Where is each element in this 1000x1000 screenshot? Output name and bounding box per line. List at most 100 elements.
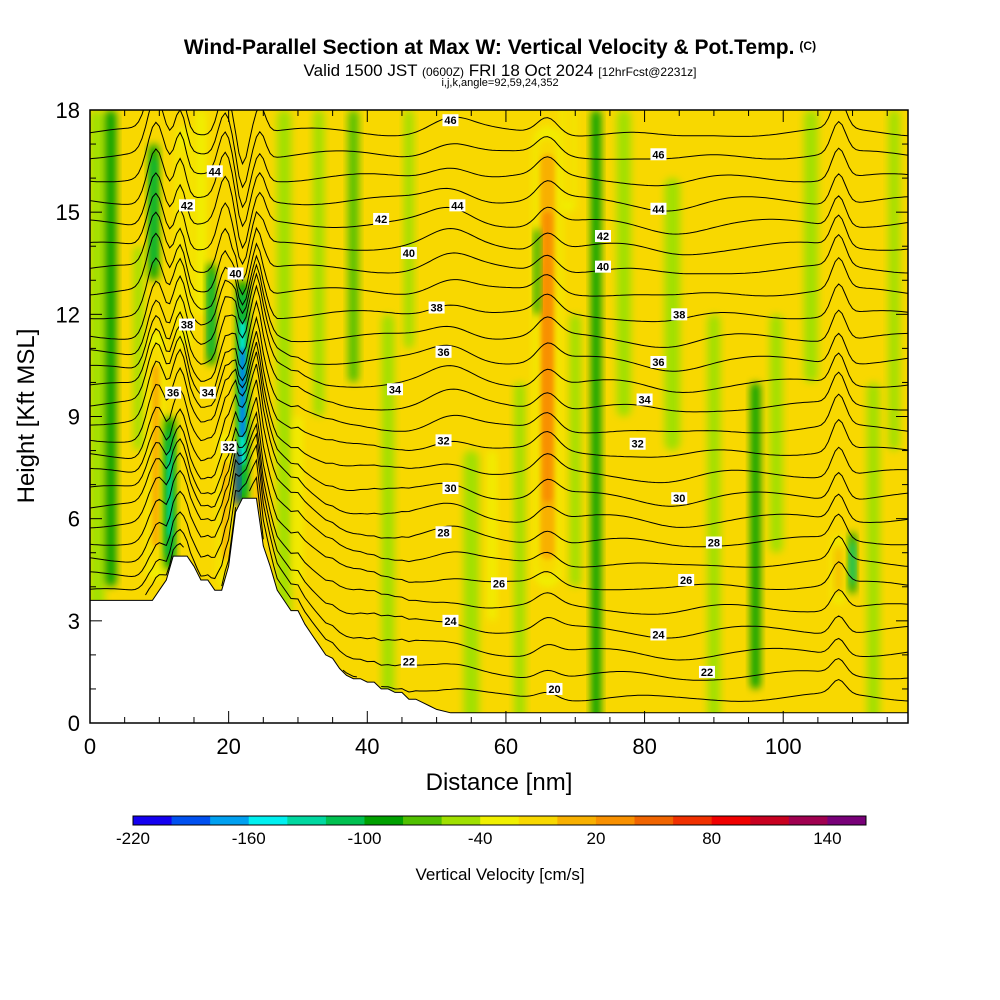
w-streak-1 bbox=[105, 110, 117, 587]
isentrope-label-text: 34 bbox=[202, 388, 215, 400]
isentrope-label-bg bbox=[435, 434, 452, 447]
isentrope-label-text: 38 bbox=[430, 303, 442, 315]
isentrope-label-text: 40 bbox=[229, 268, 241, 280]
colorbar-swatch-18 bbox=[827, 816, 867, 825]
downdraft-core-17nm-level-1 bbox=[208, 273, 214, 356]
isentrope-line-0 bbox=[145, 476, 908, 702]
colorbar-swatch-10 bbox=[518, 816, 558, 825]
colorbar-swatch-17 bbox=[788, 816, 828, 825]
isentrope-label-bg bbox=[179, 318, 196, 331]
isentrope-label-text: 20 bbox=[548, 684, 560, 696]
isentrope-label-bg bbox=[636, 393, 653, 406]
updraft-core-66nm-level-4 bbox=[544, 263, 551, 451]
isentrope-label-34-2: 34 bbox=[636, 393, 653, 406]
colorbar-tick-label: 20 bbox=[586, 829, 605, 848]
updraft-core-108nm-level-1 bbox=[835, 545, 843, 594]
colorbar-swatch-13 bbox=[634, 816, 674, 825]
w-streak-15 bbox=[616, 110, 631, 417]
w-streak-5 bbox=[293, 416, 303, 587]
isentrope-line-16 bbox=[90, 263, 908, 348]
isentrope-line-19 bbox=[90, 211, 908, 282]
colorbar-swatch-11 bbox=[557, 816, 597, 825]
isentrope-label-text: 28 bbox=[708, 538, 720, 550]
w-streak-3 bbox=[195, 110, 207, 315]
isentrope-label-text: 36 bbox=[167, 388, 179, 400]
colorbar-tick-label: -160 bbox=[232, 829, 266, 848]
isentrope-label-text: 32 bbox=[437, 435, 449, 447]
isentrope-label-text: 30 bbox=[444, 483, 456, 495]
isentrope-label-bg bbox=[387, 383, 404, 396]
isentrope-line-15 bbox=[90, 272, 908, 372]
isentrope-label-text: 44 bbox=[209, 166, 222, 178]
colorbar-swatch-16 bbox=[750, 816, 790, 825]
isentrope-label-bg bbox=[435, 345, 452, 358]
isentrope-label-32-0: 32 bbox=[220, 441, 237, 454]
isentrope-label-36-1: 36 bbox=[435, 345, 452, 359]
isentrope-label-44-1: 44 bbox=[449, 199, 466, 212]
colorbar-swatch-14 bbox=[673, 816, 713, 825]
isentrope-label-bg bbox=[206, 165, 223, 178]
isentrope-label-bg bbox=[435, 526, 452, 539]
isentrope-label-42-0: 42 bbox=[179, 199, 196, 212]
isentrope-label-bg bbox=[442, 614, 459, 627]
y-axis-label: Height [Kft MSL] bbox=[13, 329, 40, 504]
w-streak-12 bbox=[514, 382, 526, 723]
w-streak-21 bbox=[867, 382, 880, 723]
isentrope-line-1 bbox=[90, 458, 908, 681]
w-streak-2 bbox=[133, 246, 144, 451]
downdraft-core-110nm-level-1 bbox=[850, 542, 855, 584]
isentrope-label-26-0: 26 bbox=[491, 577, 507, 590]
isentrope-line-18 bbox=[90, 232, 908, 297]
isentrope-label-32-2: 32 bbox=[629, 437, 646, 451]
isentrope-label-20-0: 20 bbox=[546, 682, 563, 696]
y-tick-label: 3 bbox=[68, 609, 80, 634]
isentrope-label-34-0: 34 bbox=[199, 386, 216, 400]
isentrope-line-17 bbox=[90, 254, 908, 323]
isentrope-label-bg bbox=[220, 441, 237, 454]
isentrope-label-text: 34 bbox=[389, 384, 402, 396]
w-streak-10 bbox=[463, 450, 479, 723]
isentrope-label-text: 42 bbox=[597, 231, 609, 243]
isentrope-label-bg bbox=[491, 577, 507, 590]
w-streak-17 bbox=[707, 314, 721, 723]
isentrope-line-3 bbox=[90, 432, 908, 639]
isentrope-label-text: 28 bbox=[437, 527, 449, 539]
isentrope-label-bg bbox=[650, 628, 667, 641]
x-tick-label: 100 bbox=[765, 734, 802, 759]
isentrope-label-text: 38 bbox=[181, 320, 193, 332]
isentrope-label-40-0: 40 bbox=[227, 267, 244, 280]
w-streak-4 bbox=[277, 110, 292, 723]
colorbar-swatch-8 bbox=[441, 816, 481, 825]
isentrope-label-46-1: 46 bbox=[650, 148, 667, 161]
isentrope-label-bg bbox=[449, 199, 466, 212]
isentrope-label-40-1: 40 bbox=[400, 247, 417, 260]
w-streak-20 bbox=[804, 110, 818, 383]
y-tick-label: 9 bbox=[68, 405, 80, 430]
isentrope-line-4 bbox=[90, 422, 908, 615]
isentrope-label-bg bbox=[629, 437, 646, 450]
isentrope-label-42-1: 42 bbox=[373, 212, 390, 226]
isentrope-label-22-0: 22 bbox=[400, 655, 417, 669]
isentrope-line-6 bbox=[90, 397, 908, 568]
isentrope-label-44-2: 44 bbox=[650, 202, 667, 216]
w-streak-7 bbox=[348, 110, 359, 383]
isentrope-line-12 bbox=[90, 315, 908, 434]
colorbar-swatch-4 bbox=[287, 816, 327, 825]
isentrope-label-text: 26 bbox=[493, 578, 505, 590]
isentrope-label-40-2: 40 bbox=[594, 260, 611, 274]
x-tick-label: 40 bbox=[355, 734, 379, 759]
isentrope-label-text: 38 bbox=[673, 309, 685, 321]
y-tick-label: 12 bbox=[56, 302, 80, 327]
updraft-core-9nm-level-2 bbox=[152, 365, 160, 546]
colorbar-frame bbox=[132, 815, 867, 826]
isentrope-label-bg bbox=[650, 202, 667, 215]
colorbar-swatch-7 bbox=[403, 816, 443, 825]
isentrope-label-text: 32 bbox=[223, 442, 235, 454]
isentrope-label-bg bbox=[227, 267, 244, 280]
isentrope-label-bg bbox=[705, 536, 722, 549]
isentrope-label-text: 34 bbox=[638, 394, 651, 406]
terrain-profile bbox=[89, 497, 909, 724]
isentrope-label-30-1: 30 bbox=[671, 492, 688, 505]
colorbar-tick-label: -40 bbox=[468, 829, 493, 848]
